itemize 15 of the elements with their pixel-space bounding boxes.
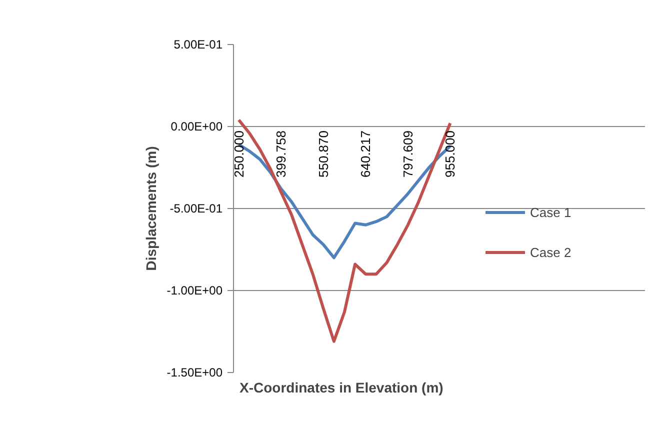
y-tick-label: 5.00E-01: [174, 38, 223, 52]
legend-label: Case 2: [530, 244, 572, 260]
x-tick-label: 640.217: [358, 130, 374, 178]
y-tick-label: -5.00E-01: [170, 202, 223, 216]
legend-label: Case 1: [530, 204, 572, 220]
x-tick-label: 550.870: [316, 130, 331, 178]
y-tick-label: -1.50E+00: [166, 366, 223, 380]
x-tick-label: 250.000: [231, 130, 246, 178]
x-tick-label: 399.758: [274, 130, 289, 178]
x-axis-title: X-Coordinates in Elevation (m): [240, 380, 444, 396]
x-tick-label: 797.609: [400, 130, 416, 178]
x-tick-label: 955.000: [442, 130, 458, 178]
y-tick-label: 0.00E+00: [170, 120, 223, 134]
y-axis-title: Displacements (m): [142, 146, 159, 271]
y-tick-label: -1.00E+00: [166, 284, 223, 298]
